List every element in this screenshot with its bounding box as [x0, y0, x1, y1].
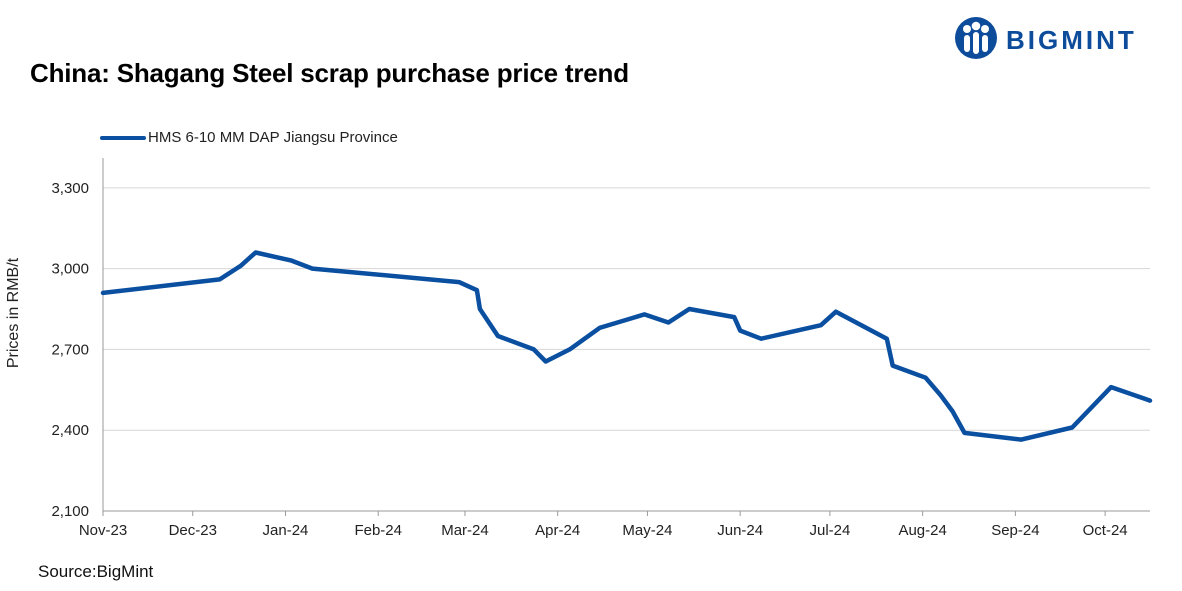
chart-title: China: Shagang Steel scrap purchase pric…	[30, 58, 629, 88]
data-point	[102, 292, 104, 294]
data-point	[599, 327, 601, 329]
data-point	[964, 432, 965, 434]
bigmint-people-logo-icon	[955, 17, 997, 59]
x-tick-label: Apr-24	[535, 522, 580, 539]
x-tick-label: Jun-24	[717, 522, 763, 539]
x-tick-label: Jan-24	[263, 522, 309, 539]
y-tick-label: 3,300	[51, 180, 89, 197]
data-point	[476, 289, 478, 291]
data-point	[688, 308, 690, 310]
source-note: Source:BigMint	[38, 562, 154, 581]
data-point	[497, 335, 499, 337]
data-point	[739, 330, 741, 332]
data-point	[760, 338, 762, 340]
legend-swatch	[100, 136, 146, 140]
grid-lines	[103, 187, 1150, 431]
data-point	[835, 311, 837, 313]
x-tick-label: May-24	[622, 522, 672, 539]
data-point	[291, 260, 292, 262]
data-point	[886, 338, 888, 340]
x-tick-label: Oct-24	[1083, 522, 1128, 539]
y-tick-label: 3,000	[51, 261, 89, 278]
x-tick-label: Aug-24	[898, 522, 946, 539]
brand-name: BIGMINT	[1006, 25, 1137, 55]
x-tick-label: Dec-23	[169, 522, 217, 539]
data-point	[569, 348, 571, 350]
data-point	[892, 365, 894, 367]
data-point	[533, 348, 535, 350]
data-point	[925, 377, 927, 379]
data-point	[643, 313, 645, 315]
data-point	[311, 268, 313, 270]
legend-label: HMS 6-10 MM DAP Jiangsu Province	[148, 129, 398, 146]
data-point	[219, 278, 221, 280]
x-tick-label: Jul-24	[809, 522, 850, 539]
data-point	[240, 265, 242, 267]
series-group	[100, 250, 1153, 442]
data-point	[479, 308, 481, 310]
y-tick-labels: 2,100 2,400 2,700 3,000 3,300	[51, 180, 89, 520]
data-point	[1071, 427, 1073, 428]
data-point	[545, 361, 547, 362]
data-point	[1149, 400, 1151, 402]
data-point	[255, 252, 257, 253]
data-point	[667, 322, 669, 323]
y-tick-label: 2,700	[51, 341, 89, 358]
data-point	[1110, 386, 1112, 388]
data-point	[940, 394, 942, 396]
y-tick-label: 2,100	[51, 503, 89, 520]
data-point	[952, 410, 954, 412]
series-line	[100, 250, 1153, 442]
x-tick-label: Feb-24	[354, 522, 402, 539]
x-tick-label: Nov-23	[79, 522, 127, 539]
data-point	[820, 324, 822, 326]
x-tick-label: Mar-24	[441, 522, 489, 539]
data-point	[458, 281, 460, 283]
data-point	[1020, 439, 1022, 441]
x-tick-label: Sep-24	[991, 522, 1039, 539]
x-tick-labels: Nov-23 Dec-23 Jan-24 Feb-24 Mar-24 Apr-24 May-…	[79, 511, 1128, 539]
data-point	[733, 316, 735, 318]
y-tick-label: 2,400	[51, 422, 89, 439]
